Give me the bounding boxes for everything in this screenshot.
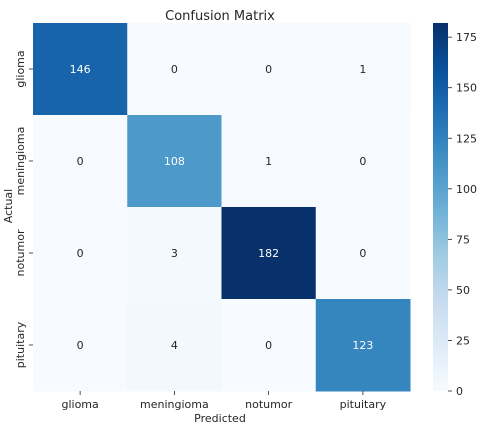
colorbar-tick-label: 75 xyxy=(456,233,470,246)
colorbar-tick-label: 25 xyxy=(456,334,470,347)
cell-value-label: 1 xyxy=(359,63,366,76)
chart-title: Confusion Matrix xyxy=(165,9,275,24)
cell-value-label: 0 xyxy=(359,247,366,260)
heatmap-cell xyxy=(33,23,128,116)
heatmap-cell xyxy=(127,299,222,392)
heatmap-cell xyxy=(127,207,222,300)
colorbar xyxy=(433,23,448,391)
cell-value-label: 4 xyxy=(171,339,178,352)
y-axis-label: Actual xyxy=(2,189,15,223)
y-tick-label: notumor xyxy=(14,229,27,276)
x-tick-label: pituitary xyxy=(340,398,387,411)
y-axis: glioma meningioma notumor pituitary xyxy=(14,50,33,368)
heatmap-cell xyxy=(33,115,128,208)
cell-value-label: 0 xyxy=(77,339,84,352)
heatmap-cell xyxy=(315,207,411,300)
heatmap-cell xyxy=(221,115,317,208)
cell-value-label: 0 xyxy=(77,155,84,168)
colorbar-tick-label: 175 xyxy=(456,31,477,44)
y-tick-label: pituitary xyxy=(14,321,27,368)
x-tick-label: glioma xyxy=(61,398,98,411)
colorbar-tick-label: 125 xyxy=(456,132,477,145)
heatmap-cell xyxy=(221,23,317,116)
heatmap-cell-labels: 146 0 0 1 0 108 1 0 0 3 182 0 0 4 0 123 xyxy=(70,63,374,352)
colorbar-tick-label: 0 xyxy=(456,385,463,398)
heatmap-cell xyxy=(315,115,411,208)
cell-value-label: 0 xyxy=(359,155,366,168)
heatmap-cells xyxy=(33,23,411,392)
cell-value-label: 0 xyxy=(171,63,178,76)
cell-value-label: 123 xyxy=(352,339,373,352)
y-tick-label: meningioma xyxy=(14,127,27,196)
colorbar-tick-label: 50 xyxy=(456,284,470,297)
cell-value-label: 182 xyxy=(258,247,279,260)
x-tick-label: notumor xyxy=(245,398,292,411)
colorbar-ticks: 0 25 50 75 100 125 150 175 xyxy=(448,31,477,398)
heatmap-cell xyxy=(33,299,128,392)
heatmap-cell xyxy=(33,207,128,300)
cell-value-label: 0 xyxy=(77,247,84,260)
heatmap-cell xyxy=(221,299,317,392)
x-axis-label: Predicted xyxy=(194,412,246,425)
cell-value-label: 0 xyxy=(265,63,272,76)
x-axis: glioma meningioma notumor pituitary xyxy=(61,391,387,411)
colorbar-tick-label: 100 xyxy=(456,183,477,196)
cell-value-label: 1 xyxy=(265,155,272,168)
heatmap-cell xyxy=(127,23,222,116)
heatmap-cell xyxy=(127,115,222,208)
cell-value-label: 0 xyxy=(265,339,272,352)
y-tick-label: glioma xyxy=(14,50,27,87)
cell-value-label: 108 xyxy=(164,155,185,168)
heatmap-cell xyxy=(315,23,411,116)
heatmap-cell xyxy=(315,299,411,392)
x-tick-label: meningioma xyxy=(140,398,209,411)
cell-value-label: 3 xyxy=(171,247,178,260)
cell-value-label: 146 xyxy=(70,63,91,76)
heatmap-cell xyxy=(221,207,317,300)
colorbar-tick-label: 150 xyxy=(456,82,477,95)
